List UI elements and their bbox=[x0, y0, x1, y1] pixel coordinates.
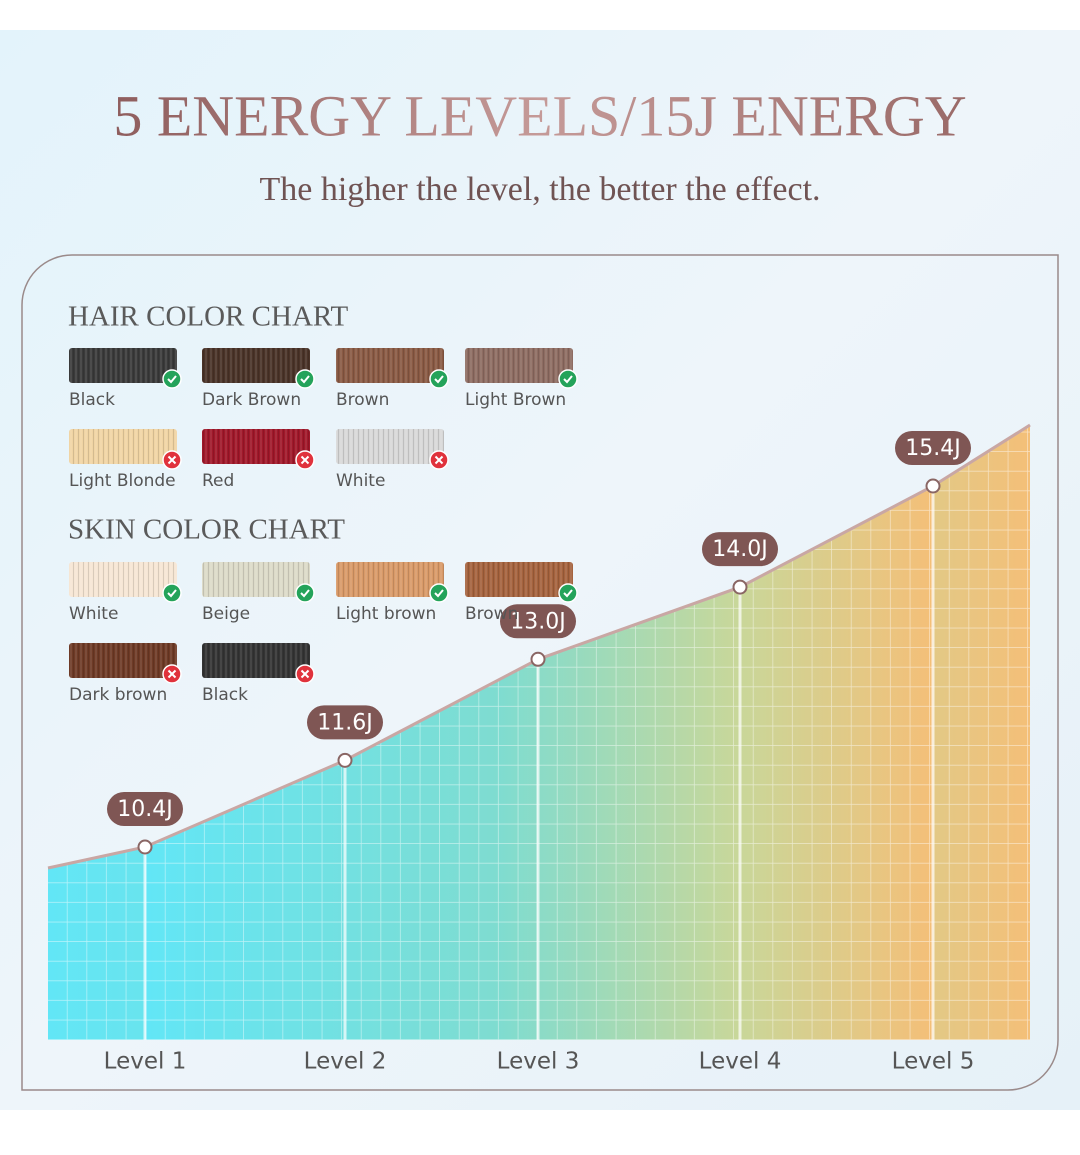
section-title: HAIR COLOR CHART bbox=[68, 301, 349, 333]
value-label: 15.4J bbox=[905, 436, 960, 461]
badge-icon bbox=[300, 589, 310, 598]
swatch-label: Light brown bbox=[336, 604, 436, 624]
check-badge bbox=[429, 583, 449, 603]
check-badge bbox=[295, 583, 315, 603]
badge-icon bbox=[300, 455, 310, 465]
section-title: SKIN COLOR CHART bbox=[68, 514, 345, 546]
value-label: 10.4J bbox=[117, 797, 172, 822]
value-bubble bbox=[895, 431, 971, 465]
data-point bbox=[137, 839, 153, 855]
value-bubble bbox=[702, 532, 778, 567]
swatch-texture bbox=[336, 348, 444, 383]
check-badge bbox=[162, 369, 182, 389]
chart: 10.4J Level 1 11.6J Level 2 13.0J Level 3 14.0… bbox=[47, 423, 1031, 1075]
swatch-label: Light Blonde bbox=[69, 471, 176, 491]
title: 5 ENERGY LEVELS/15J ENERGY bbox=[113, 83, 966, 148]
swatch-label: Light Brown bbox=[465, 390, 566, 410]
swatch-texture bbox=[202, 429, 310, 464]
swatch-texture bbox=[202, 643, 310, 678]
x-tick-label: Level 4 bbox=[699, 1049, 782, 1075]
badge-icon bbox=[167, 589, 177, 598]
x-tick-label: Level 1 bbox=[104, 1049, 187, 1075]
swatch-label: Black bbox=[69, 390, 115, 410]
swatch-label: Red bbox=[202, 471, 234, 491]
check-badge bbox=[558, 583, 578, 603]
swatch-texture bbox=[336, 562, 444, 597]
value-bubble bbox=[307, 705, 383, 740]
swatch-label: Brown bbox=[465, 604, 518, 624]
check-badge bbox=[295, 369, 315, 389]
swatch-texture bbox=[465, 348, 573, 383]
value-label: 13.0J bbox=[510, 609, 565, 634]
data-point bbox=[732, 579, 748, 595]
swatch-texture bbox=[202, 348, 310, 383]
check-badge bbox=[558, 369, 578, 389]
badge-icon bbox=[167, 669, 177, 679]
x-tick-label: Level 2 bbox=[304, 1049, 387, 1075]
swatch-label: Dark brown bbox=[69, 685, 167, 705]
swatch-texture bbox=[69, 562, 177, 597]
swatch-texture bbox=[69, 348, 177, 383]
x-tick-label: Level 5 bbox=[892, 1049, 975, 1075]
swatch-label: White bbox=[69, 604, 118, 624]
swatch-texture bbox=[465, 562, 573, 597]
badge-icon bbox=[434, 375, 444, 384]
swatch-texture bbox=[336, 429, 444, 464]
swatch-texture bbox=[69, 643, 177, 678]
swatch-texture bbox=[69, 429, 177, 464]
data-point bbox=[337, 752, 353, 768]
badge-icon bbox=[434, 455, 444, 465]
badge-icon bbox=[167, 455, 177, 465]
subtitle: The higher the level, the better the eff… bbox=[259, 171, 820, 208]
swatch-texture bbox=[202, 562, 310, 597]
data-point bbox=[925, 478, 941, 494]
swatch-label: Dark Brown bbox=[202, 390, 301, 410]
badge-icon bbox=[300, 669, 310, 679]
badge-icon bbox=[563, 375, 573, 384]
data-point bbox=[530, 651, 546, 667]
frame bbox=[21, 254, 1059, 1091]
badge-icon bbox=[434, 589, 444, 598]
x-tick-label: Level 3 bbox=[497, 1049, 580, 1075]
check-badge bbox=[162, 583, 182, 603]
value-bubble bbox=[107, 792, 183, 826]
swatch-label: Beige bbox=[202, 604, 250, 624]
swatch-label: Black bbox=[202, 685, 248, 705]
badge-icon bbox=[300, 375, 310, 384]
swatch-label: White bbox=[336, 471, 385, 491]
badge-icon bbox=[167, 375, 177, 384]
value-label: 14.0J bbox=[712, 537, 767, 562]
badge-icon bbox=[563, 589, 573, 598]
value-label: 11.6J bbox=[317, 710, 372, 735]
value-bubble bbox=[500, 604, 576, 639]
swatch-label: Brown bbox=[336, 390, 389, 410]
check-badge bbox=[429, 369, 449, 389]
